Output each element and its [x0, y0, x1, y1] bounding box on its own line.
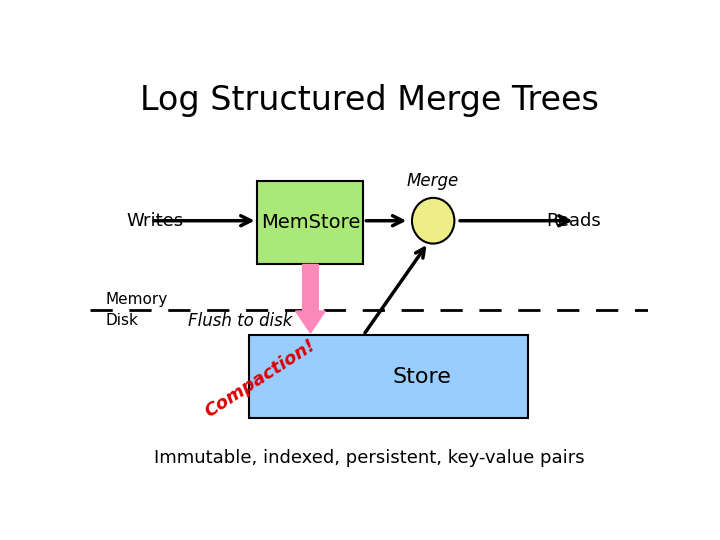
Text: Reads: Reads [546, 212, 600, 230]
Text: Log Structured Merge Trees: Log Structured Merge Trees [140, 84, 598, 117]
Text: Flush to disk: Flush to disk [188, 312, 292, 329]
Text: Writes: Writes [126, 212, 184, 230]
FancyArrow shape [296, 265, 325, 333]
Text: MemStore: MemStore [261, 213, 360, 232]
Text: Merge: Merge [407, 172, 459, 190]
Text: Immutable, indexed, persistent, key-value pairs: Immutable, indexed, persistent, key-valu… [153, 449, 585, 467]
Text: Store: Store [392, 367, 451, 387]
Text: Disk: Disk [106, 313, 138, 328]
FancyBboxPatch shape [249, 335, 528, 418]
Text: Compaction!: Compaction! [202, 336, 319, 421]
FancyBboxPatch shape [258, 181, 364, 265]
Ellipse shape [412, 198, 454, 244]
Text: Memory: Memory [106, 292, 168, 307]
